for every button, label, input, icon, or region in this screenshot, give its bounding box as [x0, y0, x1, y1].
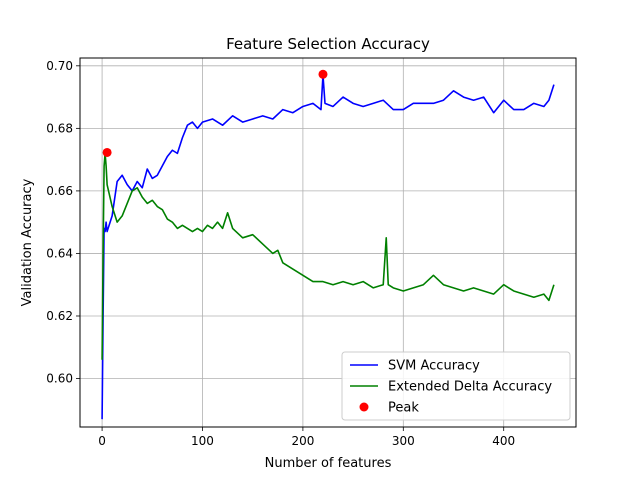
grid-lines [80, 58, 576, 427]
x-axis-ticks: 0 100 200 300 400 [98, 427, 515, 448]
y-tick-label: 0.60 [46, 372, 73, 386]
x-tick-label: 0 [98, 434, 106, 448]
x-tick-label: 400 [492, 434, 515, 448]
plot-area [101, 69, 555, 420]
peak-point [102, 147, 112, 157]
legend-label-svm: SVM Accuracy [388, 359, 480, 374]
x-tick-label: 200 [291, 434, 314, 448]
y-tick-label: 0.62 [46, 309, 73, 323]
peak-point [318, 69, 328, 79]
chart-title: Feature Selection Accuracy [226, 35, 430, 53]
legend-box [341, 351, 571, 421]
svm-accuracy-line [101, 74, 555, 420]
y-tick-label: 0.66 [46, 184, 73, 198]
y-tick-label: 0.70 [46, 59, 73, 73]
y-tick-label: 0.68 [46, 121, 73, 135]
series-layer [101, 69, 555, 420]
legend: SVM Accuracy Extended Delta Accuracy Pea… [341, 351, 571, 421]
legend-label-extended-delta: Extended Delta Accuracy [388, 380, 552, 395]
y-axis-label: Validation Accuracy [20, 178, 35, 306]
x-tick-label: 100 [191, 434, 214, 448]
y-axis-ticks: 0.60 0.62 0.64 0.66 0.68 0.70 [46, 59, 80, 386]
extended-delta-accuracy-line [101, 152, 555, 360]
x-axis-label: Number of features [265, 456, 392, 471]
legend-swatch-peak [359, 402, 369, 412]
x-tick-label: 300 [392, 434, 415, 448]
axes-frame [79, 57, 577, 428]
legend-label-peak: Peak [388, 401, 419, 416]
y-tick-label: 0.64 [46, 246, 73, 260]
